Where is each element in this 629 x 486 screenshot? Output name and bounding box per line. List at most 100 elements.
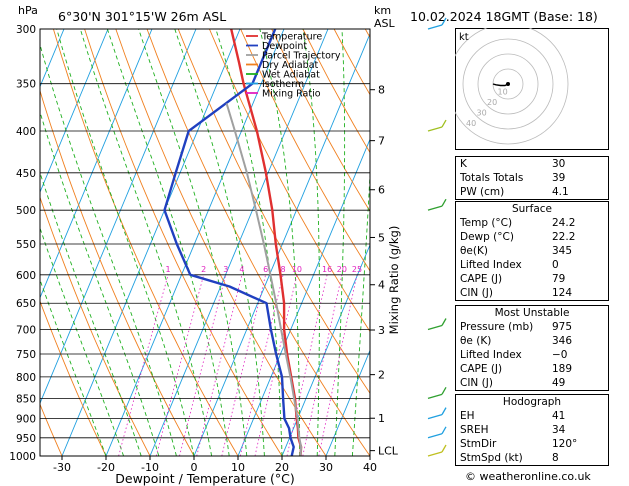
- index-row: EH 41: [456, 409, 609, 423]
- mixing-ratio-line: [118, 274, 169, 456]
- dry-adiabat-line: [271, 29, 370, 213]
- mixing-ratio-tick-label: 6: [263, 265, 268, 274]
- dry-adiabat-line: [40, 403, 63, 456]
- wet-adiabat-line: [259, 29, 301, 456]
- index-row: StmDir 120°: [456, 437, 609, 451]
- hodograph-origin: [506, 82, 510, 86]
- temperature-tick-label: 30: [319, 461, 333, 474]
- km-tick-label: 8: [378, 84, 385, 97]
- pressure-tick-label: 850: [16, 393, 36, 405]
- km-tick-label: 5: [378, 231, 385, 244]
- index-label: EH: [460, 410, 475, 422]
- wet-adiabat-line: [215, 29, 283, 456]
- dry-adiabat-line: [302, 29, 370, 154]
- index-row: CIN (J) 124: [456, 286, 609, 301]
- index-row: Dewp (°C) 22.2: [456, 230, 609, 244]
- pressure-tick-label: 350: [16, 79, 36, 91]
- pressure-tick-label: 600: [16, 270, 36, 282]
- wind-barb-shaft: [427, 393, 443, 399]
- km-tick-label: LCL: [378, 445, 399, 458]
- wet-adiabat-line: [40, 42, 177, 456]
- index-label: Totals Totals: [460, 172, 524, 184]
- index-row: CIN (J) 49: [456, 376, 609, 391]
- index-value: 30: [552, 158, 566, 170]
- index-label: StmDir: [460, 438, 497, 450]
- wind-barb: [427, 444, 447, 457]
- isotherm-line: [193, 32, 370, 456]
- asl-unit: ASL: [374, 17, 395, 30]
- hodograph-ring: [462, 38, 554, 130]
- index-value: 24.2: [552, 217, 576, 229]
- wet-adiabat-line: [138, 29, 248, 456]
- pressure-tick-label: 900: [16, 414, 36, 426]
- most-unstable-table: Most Unstable Pressure (mb) 975 θe (K) 346 L…: [455, 305, 609, 391]
- pressure-tick-label: 450: [16, 168, 36, 180]
- pressure-tick-label: 750: [16, 349, 36, 361]
- hodograph-ring-label: 40: [466, 119, 476, 128]
- x-axis-label: Dewpoint / Temperature (°C): [115, 471, 294, 486]
- index-value: 975: [552, 321, 573, 333]
- index-label: StmSpd (kt): [460, 452, 523, 464]
- wind-barb-flag: [441, 17, 447, 26]
- index-label: θe (K): [460, 335, 492, 347]
- hodograph-ring: [477, 53, 539, 115]
- index-label: Pressure (mb): [460, 321, 534, 333]
- skewt-chart: 3003504004505005506006507007508008509009…: [9, 17, 450, 486]
- index-label: K: [460, 158, 467, 170]
- isotherm-line: [414, 29, 450, 456]
- wet-adiabat-line: [334, 29, 346, 456]
- wind-barb-shaft: [427, 414, 443, 420]
- isotherm-line: [40, 29, 197, 405]
- plot-frame: [39, 28, 371, 457]
- index-row: K 30: [456, 157, 609, 172]
- temperature-tick-label: -20: [97, 461, 115, 474]
- wind-barb: [427, 119, 447, 132]
- hodograph-frame: [455, 28, 609, 150]
- wind-barb: [427, 17, 447, 30]
- index-label: CAPE (J): [460, 273, 503, 285]
- hodograph-indices-table: Hodograph EH 41 SREH 34 StmDir 120° StmSpd (kt…: [455, 394, 609, 466]
- isotherm-line: [325, 349, 370, 456]
- wind-barb-shaft: [427, 433, 443, 439]
- pressure-unit: hPa: [18, 4, 38, 17]
- index-label: CIN (J): [460, 287, 493, 299]
- km-tick-label: 4: [378, 279, 385, 292]
- index-label: PW (cm): [460, 186, 505, 198]
- index-label: CAPE (J): [460, 363, 503, 375]
- index-value: 49: [552, 377, 566, 389]
- legend-entry: Mixing Ratio: [262, 89, 321, 100]
- copyright-footer: © weatheronline.co.uk: [465, 470, 591, 483]
- wet-adiabat-line: [302, 29, 320, 456]
- index-value: 346: [552, 335, 573, 347]
- legend-entry: Wet Adiabat: [262, 70, 320, 81]
- pressure-tick-label: 650: [16, 298, 36, 310]
- temperature-tick-label: 0: [191, 461, 198, 474]
- pressure-tick-label: 1000: [9, 451, 36, 463]
- mixing-ratio-tick-label: 16: [322, 265, 332, 274]
- mixing-ratio-axis-label: Mixing Ratio (g/kg): [387, 226, 401, 335]
- temperature-tick-label: 10: [231, 461, 245, 474]
- dry-adiabat-line: [240, 29, 370, 272]
- km-tick-label: 3: [378, 324, 385, 337]
- surface-indices-table: Surface Temp (°C) 24.2 Dewp (°C) 22.2 θe(K) 3…: [455, 201, 609, 301]
- index-value: 345: [552, 245, 573, 257]
- mixing-ratio-tick-label: 3: [223, 265, 228, 274]
- index-row: PW (cm) 4.1: [456, 185, 609, 200]
- index-value: −0: [552, 349, 568, 361]
- index-value: 39: [552, 172, 566, 184]
- index-row: Temp (°C) 24.2: [456, 216, 609, 230]
- pressure-tick-label: 500: [16, 205, 36, 217]
- parcel-trajectory-line: [225, 103, 303, 456]
- index-row: Lifted Index 0: [456, 258, 609, 272]
- most-unstable-title: Most Unstable: [494, 307, 570, 319]
- legend-entry: Dewpoint: [262, 41, 307, 52]
- index-label: Lifted Index: [460, 349, 522, 361]
- wind-barb-flag: [441, 119, 447, 128]
- wind-barb-flag: [441, 198, 447, 207]
- hodograph-title: Hodograph: [502, 396, 562, 408]
- wet-adiabat-line: [351, 165, 370, 456]
- temperature-tick-label: 40: [363, 461, 377, 474]
- km-unit: km: [374, 4, 392, 17]
